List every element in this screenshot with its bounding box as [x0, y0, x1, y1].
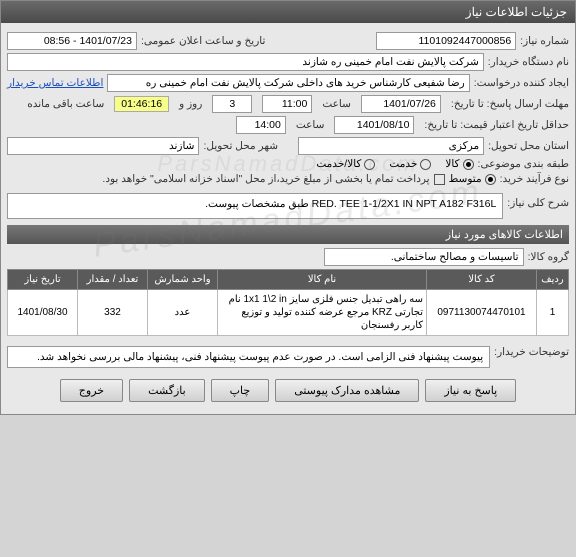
cell-code: 0971130074470101	[427, 290, 537, 336]
print-button[interactable]: چاپ	[211, 379, 270, 402]
th-idx: ردیف	[537, 270, 569, 290]
announce-label: تاریخ و ساعت اعلان عمومی:	[141, 35, 265, 47]
th-unit: واحد شمارش	[148, 270, 218, 290]
announce-field: 1401/07/23 - 08:56	[7, 32, 137, 50]
validity-time: 14:00	[236, 116, 286, 134]
buyer-note-field: پیوست پیشنهاد فنی الزامی است. در صورت عد…	[7, 346, 490, 368]
content-area: ParsNamadData.com ParsNamadData.com شمار…	[1, 23, 575, 414]
days-label: روز و	[179, 98, 202, 110]
radio-goods[interactable]	[463, 159, 474, 170]
contact-link[interactable]: اطلاعات تماس خریدار	[7, 77, 103, 89]
proc-note: پرداخت تمام یا بخشی از مبلغ خرید،از محل …	[102, 173, 429, 185]
radio-both-label: کالا/خدمت	[316, 158, 361, 170]
radio-proc-mid[interactable]	[485, 174, 496, 185]
city-label: شهر محل تحویل:	[203, 140, 278, 152]
radio-proc-mid-label: متوسط	[449, 173, 482, 185]
city-field: شازند	[7, 137, 199, 155]
radio-service[interactable]	[420, 159, 431, 170]
th-code: کد کالا	[427, 270, 537, 290]
timer-field: 01:46:16	[114, 96, 169, 112]
cell-qty: 332	[78, 290, 148, 336]
th-date: تاریخ نیاز	[8, 270, 78, 290]
cell-idx: 1	[537, 290, 569, 336]
saat-label-1: ساعت	[322, 98, 351, 110]
desc-field: RED. TEE 1-1/2X1 IN NPT A182 F316L طبق م…	[7, 193, 503, 219]
back-button[interactable]: بازگشت	[129, 379, 205, 402]
province-field: مرکزی	[298, 137, 484, 155]
desc-label: شرح کلی نیاز:	[507, 193, 569, 209]
attachments-button[interactable]: مشاهده مدارک پیوستی	[275, 379, 419, 402]
saat-label-2: ساعت	[296, 119, 325, 131]
th-qty: تعداد / مقدار	[78, 270, 148, 290]
class-label: طبقه بندی موضوعی:	[478, 158, 569, 170]
cell-name: سه راهی تبدیل جنس فلزی سایز 1x1 1\2 in ن…	[218, 290, 427, 336]
requester-label: ایجاد کننده درخواست:	[474, 77, 569, 89]
cell-date: 1401/08/30	[8, 290, 78, 336]
buyer-org-field: شرکت پالایش نفت امام خمینی ره شازند	[7, 53, 484, 71]
province-label: استان محل تحویل:	[488, 140, 569, 152]
deadline-reply-date: 1401/07/26	[361, 95, 441, 113]
requester-field: رضا شفیعی کارشناس خرید های داخلی شرکت پا…	[107, 74, 469, 92]
exit-button[interactable]: خروج	[60, 379, 123, 402]
items-table: ردیف کد کالا نام کالا واحد شمارش تعداد /…	[7, 269, 569, 336]
buyer-note-label: توضیحات خریدار:	[494, 342, 569, 358]
need-no-field: 1101092447000856	[376, 32, 516, 50]
proc-checkbox[interactable]	[434, 174, 445, 185]
remain-label: ساعت باقی مانده	[27, 98, 104, 110]
group-field: تاسیسات و مصالح ساختمانی.	[324, 248, 524, 266]
validity-date: 1401/08/10	[334, 116, 414, 134]
items-section-title: اطلاعات کالاهای مورد نیاز	[7, 225, 569, 244]
window-title: جزئیات اطلاعات نیاز	[1, 1, 575, 23]
reply-button[interactable]: پاسخ به نیاز	[425, 379, 516, 402]
radio-both[interactable]	[364, 159, 375, 170]
cell-unit: عدد	[148, 290, 218, 336]
deadline-reply-time: 11:00	[262, 95, 312, 113]
deadline-reply-label: مهلت ارسال پاسخ: تا تاریخ:	[451, 98, 569, 110]
class-radio-group: کالا خدمت کالا/خدمت	[316, 158, 473, 170]
radio-goods-label: کالا	[445, 158, 459, 170]
group-label: گروه کالا:	[528, 251, 569, 263]
buyer-org-label: نام دستگاه خریدار:	[488, 56, 569, 68]
th-name: نام کالا	[218, 270, 427, 290]
validity-label: حداقل تاریخ اعتبار قیمت: تا تاریخ:	[424, 119, 569, 131]
footer-buttons: پاسخ به نیاز مشاهده مدارک پیوستی چاپ باز…	[7, 371, 569, 408]
proc-label: نوع فرآیند خرید:	[500, 173, 569, 185]
days-field: 3	[212, 95, 252, 113]
radio-service-label: خدمت	[389, 158, 417, 170]
info-window: جزئیات اطلاعات نیاز ParsNamadData.com Pa…	[0, 0, 576, 415]
table-row[interactable]: 1 0971130074470101 سه راهی تبدیل جنس فلز…	[8, 290, 569, 336]
need-no-label: شماره نیاز:	[520, 35, 569, 47]
